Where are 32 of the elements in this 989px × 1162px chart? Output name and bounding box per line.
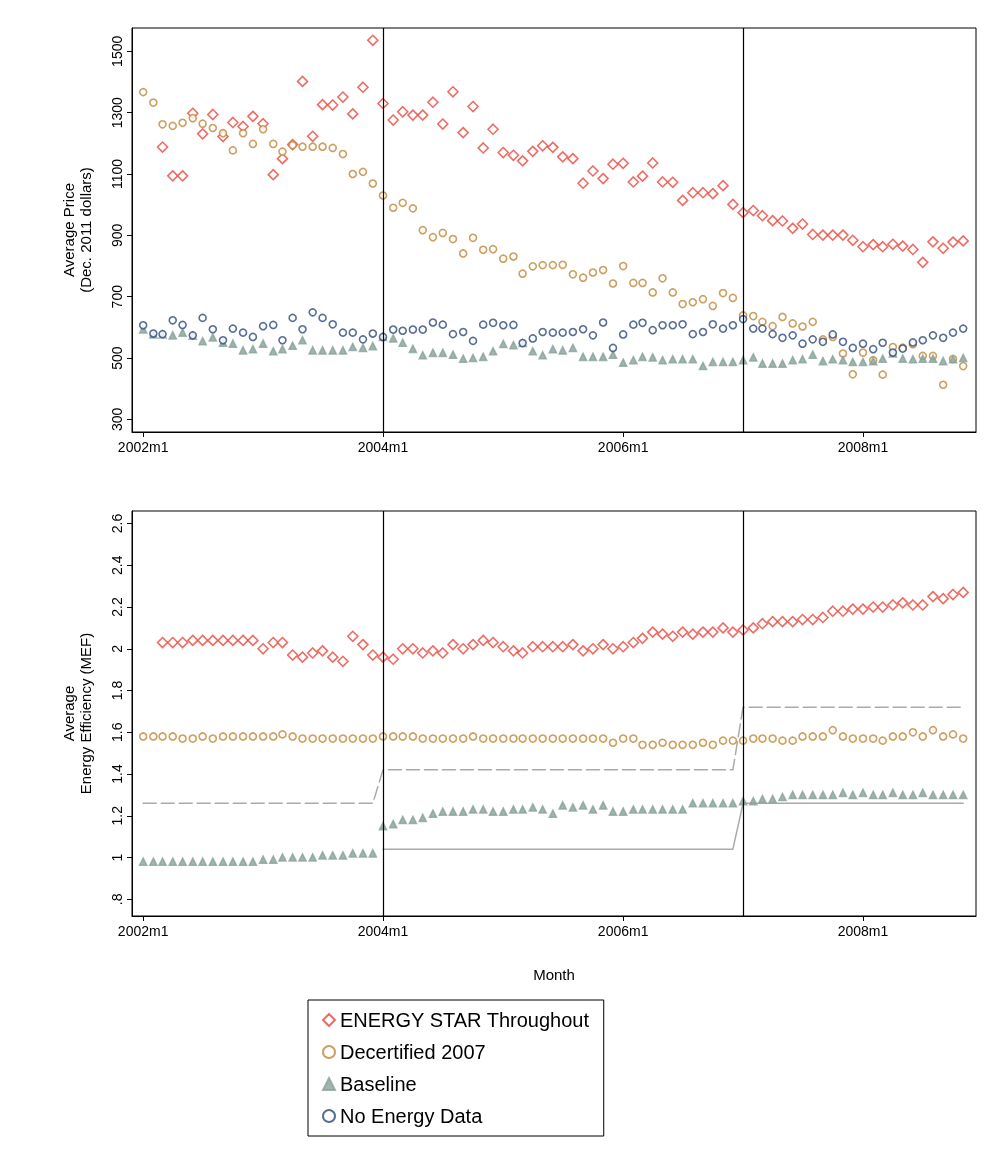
y-tick-label: 1.2 <box>109 805 125 826</box>
y-tick-label: .8 <box>109 893 125 906</box>
y-tick-label: 900 <box>109 223 125 248</box>
legend-label: Decertified 2007 <box>340 1041 486 1063</box>
y-tick-label: 1100 <box>109 158 125 190</box>
y-tick-label: 1500 <box>109 35 125 67</box>
y-tick-label: 300 <box>109 407 125 432</box>
x-tick-label: 2008m1 <box>837 439 889 455</box>
y-tick-label: 500 <box>109 346 125 370</box>
legend-label: No Energy Data <box>340 1105 484 1127</box>
y-tick-label: 1.6 <box>109 722 125 743</box>
y-tick-label: 1.8 <box>109 680 125 701</box>
y-tick-label: 1300 <box>109 96 125 129</box>
x-tick-label: 2002m1 <box>117 439 169 455</box>
x-tick-label: 2002m1 <box>117 923 169 939</box>
y-tick-label: 2.6 <box>109 513 125 534</box>
x-tick-label: 2004m1 <box>357 439 409 455</box>
y-axis-title: Average Energy Efficiency (MEF) <box>60 632 94 795</box>
y-tick-label: 1.4 <box>109 764 125 784</box>
y-axis-title: Average Price (Dec. 2011 dollars) <box>60 167 94 293</box>
y-tick-label: 2.4 <box>109 555 125 576</box>
y-tick-label: 1 <box>109 853 125 862</box>
legend-label: Baseline <box>340 1073 417 1095</box>
y-tick-label: 2 <box>109 644 125 653</box>
legend-label: ENERGY STAR Throughout <box>340 1009 590 1031</box>
x-tick-label: 2006m1 <box>597 923 649 939</box>
y-tick-label: 2.2 <box>109 597 125 617</box>
x-tick-label: 2004m1 <box>357 923 409 939</box>
x-tick-label: 2008m1 <box>837 923 889 939</box>
x-axis-title: Month <box>533 966 575 983</box>
y-tick-label: 700 <box>109 284 125 309</box>
x-tick-label: 2006m1 <box>597 439 649 455</box>
